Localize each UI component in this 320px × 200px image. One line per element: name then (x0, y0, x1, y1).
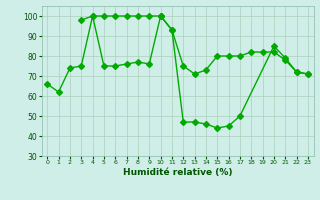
X-axis label: Humidité relative (%): Humidité relative (%) (123, 168, 232, 177)
